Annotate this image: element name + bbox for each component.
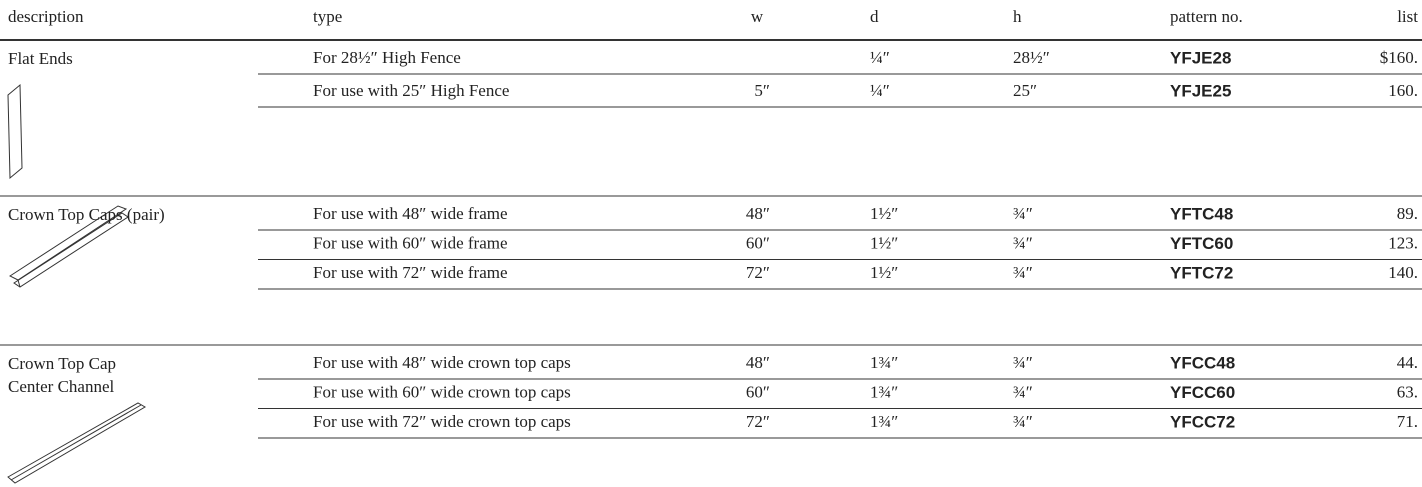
width: 60″ <box>746 382 770 401</box>
depth: ¼″ <box>870 48 890 67</box>
column-header: list <box>1397 7 1418 26</box>
width: 48″ <box>746 204 770 223</box>
column-header: description <box>8 7 84 26</box>
pattern-no: YFTC72 <box>1170 263 1233 282</box>
channel-illustration <box>7 402 146 484</box>
list-price: 63. <box>1397 382 1418 401</box>
list-price: 89. <box>1397 204 1418 223</box>
type: For use with 60″ wide crown top caps <box>313 382 571 401</box>
list-price: 140. <box>1388 263 1418 282</box>
width: 72″ <box>746 263 770 282</box>
description: Crown Top Cap <box>8 354 116 373</box>
type: For use with 48″ wide frame <box>313 204 508 223</box>
list-price: 123. <box>1388 233 1418 252</box>
type: For 28½″ High Fence <box>313 48 461 67</box>
description: Crown Top Caps (pair) <box>8 205 165 224</box>
depth: 1¾″ <box>870 353 898 372</box>
type: For use with 72″ wide crown top caps <box>313 412 571 431</box>
type: For use with 72″ wide frame <box>313 263 508 282</box>
pattern-no: YFCC72 <box>1170 412 1235 431</box>
type: For use with 48″ wide crown top caps <box>313 353 571 372</box>
crown-cap-illustration <box>8 205 129 288</box>
depth: 1½″ <box>870 233 898 252</box>
pattern-no: YFCC48 <box>1170 353 1235 372</box>
depth: 1½″ <box>870 204 898 223</box>
height: 28½″ <box>1013 48 1050 67</box>
list-price: $160. <box>1380 48 1418 67</box>
width: 5″ <box>754 81 770 100</box>
pattern-no: YFJE28 <box>1170 48 1231 67</box>
type: For use with 60″ wide frame <box>313 233 508 252</box>
width: 72″ <box>746 412 770 431</box>
description: Flat Ends <box>8 49 73 68</box>
column-header: d <box>870 7 879 26</box>
height: 25″ <box>1013 81 1037 100</box>
column-header: w <box>751 7 764 26</box>
height: ¾″ <box>1013 233 1033 252</box>
column-header: h <box>1013 7 1022 26</box>
column-header: type <box>313 7 342 26</box>
depth: 1¾″ <box>870 382 898 401</box>
pattern-no: YFTC60 <box>1170 234 1233 253</box>
height: ¾″ <box>1013 412 1033 431</box>
column-header: pattern no. <box>1170 7 1243 26</box>
width: 48″ <box>746 353 770 372</box>
height: ¾″ <box>1013 382 1033 401</box>
flat-end-illustration <box>7 83 23 180</box>
depth: ¼″ <box>870 81 890 100</box>
height: ¾″ <box>1013 204 1033 223</box>
width: 60″ <box>746 233 770 252</box>
pattern-no: YFTC48 <box>1170 204 1233 223</box>
pattern-no: YFCC60 <box>1170 383 1235 402</box>
depth: 1¾″ <box>870 412 898 431</box>
list-price: 71. <box>1397 412 1418 431</box>
height: ¾″ <box>1013 263 1033 282</box>
list-price: 160. <box>1388 81 1418 100</box>
pattern-no: YFJE25 <box>1170 81 1231 100</box>
depth: 1½″ <box>870 263 898 282</box>
height: ¾″ <box>1013 353 1033 372</box>
description: Center Channel <box>8 377 114 396</box>
list-price: 44. <box>1397 353 1418 372</box>
type: For use with 25″ High Fence <box>313 81 509 100</box>
